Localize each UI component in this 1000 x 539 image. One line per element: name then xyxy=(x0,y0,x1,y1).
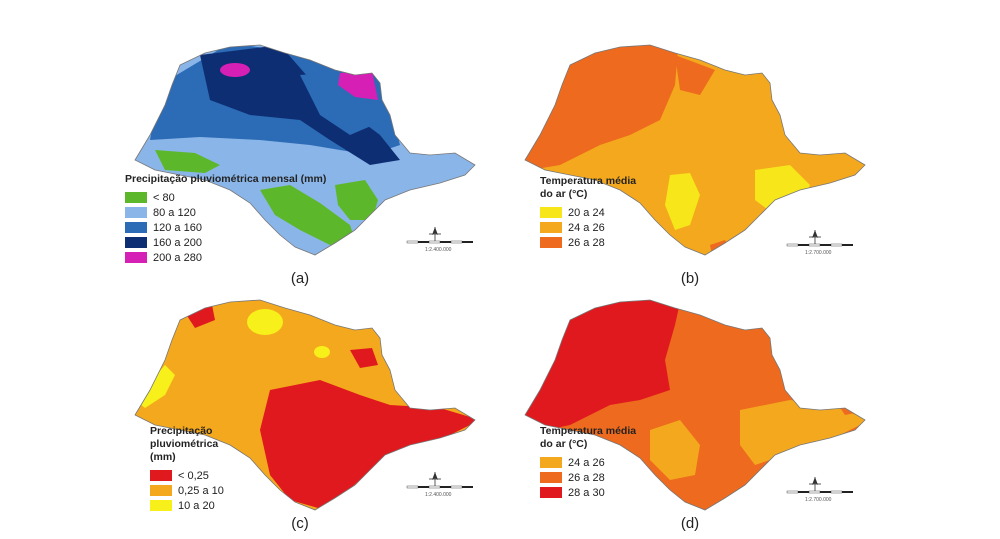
legend-item: 160 a 200 xyxy=(125,235,326,250)
legend-item: 0,25 a 10 xyxy=(150,483,245,498)
scale-bar-d: 1:2.700.000 xyxy=(785,475,855,508)
legend-swatch xyxy=(125,207,147,218)
map-panel-b: Temperatura média do ar (°C) 20 a 24 24 a… xyxy=(500,25,900,287)
panel-label-a: (a) xyxy=(290,270,310,287)
legend-item-label: 26 a 28 xyxy=(568,236,605,249)
legend-title: Precipitação pluviométrica mensal (mm) xyxy=(125,173,327,185)
legend-item-label: 80 a 120 xyxy=(153,206,196,219)
legend-item: 24 a 26 xyxy=(540,455,650,470)
legend-swatch xyxy=(540,457,562,468)
legend-item-label: < 0,25 xyxy=(178,469,209,482)
legend-item-label: 28 a 30 xyxy=(568,486,605,499)
scale-text: 1:2.700.000 xyxy=(805,250,832,256)
legend-a: Precipitação pluviométrica mensal (mm) <… xyxy=(125,173,326,265)
legend-item: 120 a 160 xyxy=(125,220,326,235)
legend-item-label: 24 a 26 xyxy=(568,456,605,469)
legend-swatch xyxy=(540,222,562,233)
map-panel-d: Temperatura média do ar (°C) 24 a 26 26 a… xyxy=(500,280,900,535)
legend-swatch xyxy=(540,237,562,248)
legend-item-label: 120 a 160 xyxy=(153,221,202,234)
legend-swatch xyxy=(540,207,562,218)
legend-swatch xyxy=(125,192,147,203)
legend-c: Precipitação pluviométrica (mm) < 0,25 0,… xyxy=(150,425,245,513)
north-arrow-icon xyxy=(786,477,853,494)
legend-item: 26 a 28 xyxy=(540,470,650,485)
legend-swatch xyxy=(150,470,172,481)
scale-text: 1:2.400.000 xyxy=(425,247,452,253)
north-arrow-icon xyxy=(406,472,473,489)
legend-item: 24 a 26 xyxy=(540,220,640,235)
panel-label-c: (c) xyxy=(291,515,309,532)
legend-item-label: 26 a 28 xyxy=(568,471,605,484)
temperature-map-b xyxy=(524,44,866,256)
legend-item-label: < 80 xyxy=(153,191,175,204)
legend-item-label: 200 a 280 xyxy=(153,251,202,264)
scale-bar-b: 1:2.700.000 xyxy=(785,228,855,261)
map-panel-a: Precipitação pluviométrica mensal (mm) <… xyxy=(110,25,510,287)
legend-swatch xyxy=(540,487,562,498)
panel-label-b: (b) xyxy=(680,270,700,287)
legend-item: 20 a 24 xyxy=(540,205,640,220)
scale-text: 1:2.700.000 xyxy=(805,497,832,503)
legend-swatch xyxy=(150,500,172,511)
scale-text: 1:2.400.000 xyxy=(425,492,452,498)
legend-item: 28 a 30 xyxy=(540,485,650,500)
legend-item-label: 20 a 24 xyxy=(568,206,605,219)
north-arrow-icon xyxy=(406,227,473,244)
precipitation-map-c xyxy=(134,299,476,511)
legend-item: 26 a 28 xyxy=(540,235,640,250)
legend-d: Temperatura média do ar (°C) 24 a 26 26 a… xyxy=(540,425,650,500)
legend-swatch xyxy=(540,472,562,483)
legend-item-label: 24 a 26 xyxy=(568,221,605,234)
legend-item-label: 160 a 200 xyxy=(153,236,202,249)
legend-item: 10 a 20 xyxy=(150,498,245,513)
legend-item-label: 0,25 a 10 xyxy=(178,484,224,497)
legend-swatch xyxy=(125,237,147,248)
legend-title: Temperatura média do ar (°C) xyxy=(540,425,637,450)
scale-bar-c: 1:2.400.000 xyxy=(405,470,475,503)
scale-bar-a: 1:2.400.000 xyxy=(405,225,475,258)
legend-item: < 80 xyxy=(125,190,326,205)
legend-item: < 0,25 xyxy=(150,468,245,483)
legend-b: Temperatura média do ar (°C) 20 a 24 24 a… xyxy=(540,175,640,250)
temperature-map-d xyxy=(524,299,866,511)
map-panel-c: Precipitação pluviométrica (mm) < 0,25 0,… xyxy=(110,280,510,535)
legend-swatch xyxy=(125,252,147,263)
north-arrow-icon xyxy=(786,230,853,247)
precipitation-map-a xyxy=(134,44,476,256)
legend-title: Precipitação pluviométrica (mm) xyxy=(150,425,219,463)
legend-item: 200 a 280 xyxy=(125,250,326,265)
legend-swatch xyxy=(125,222,147,233)
panel-label-d: (d) xyxy=(680,515,700,532)
legend-title: Temperatura média do ar (°C) xyxy=(540,175,637,200)
legend-item-label: 10 a 20 xyxy=(178,499,215,512)
legend-swatch xyxy=(150,485,172,496)
legend-item: 80 a 120 xyxy=(125,205,326,220)
